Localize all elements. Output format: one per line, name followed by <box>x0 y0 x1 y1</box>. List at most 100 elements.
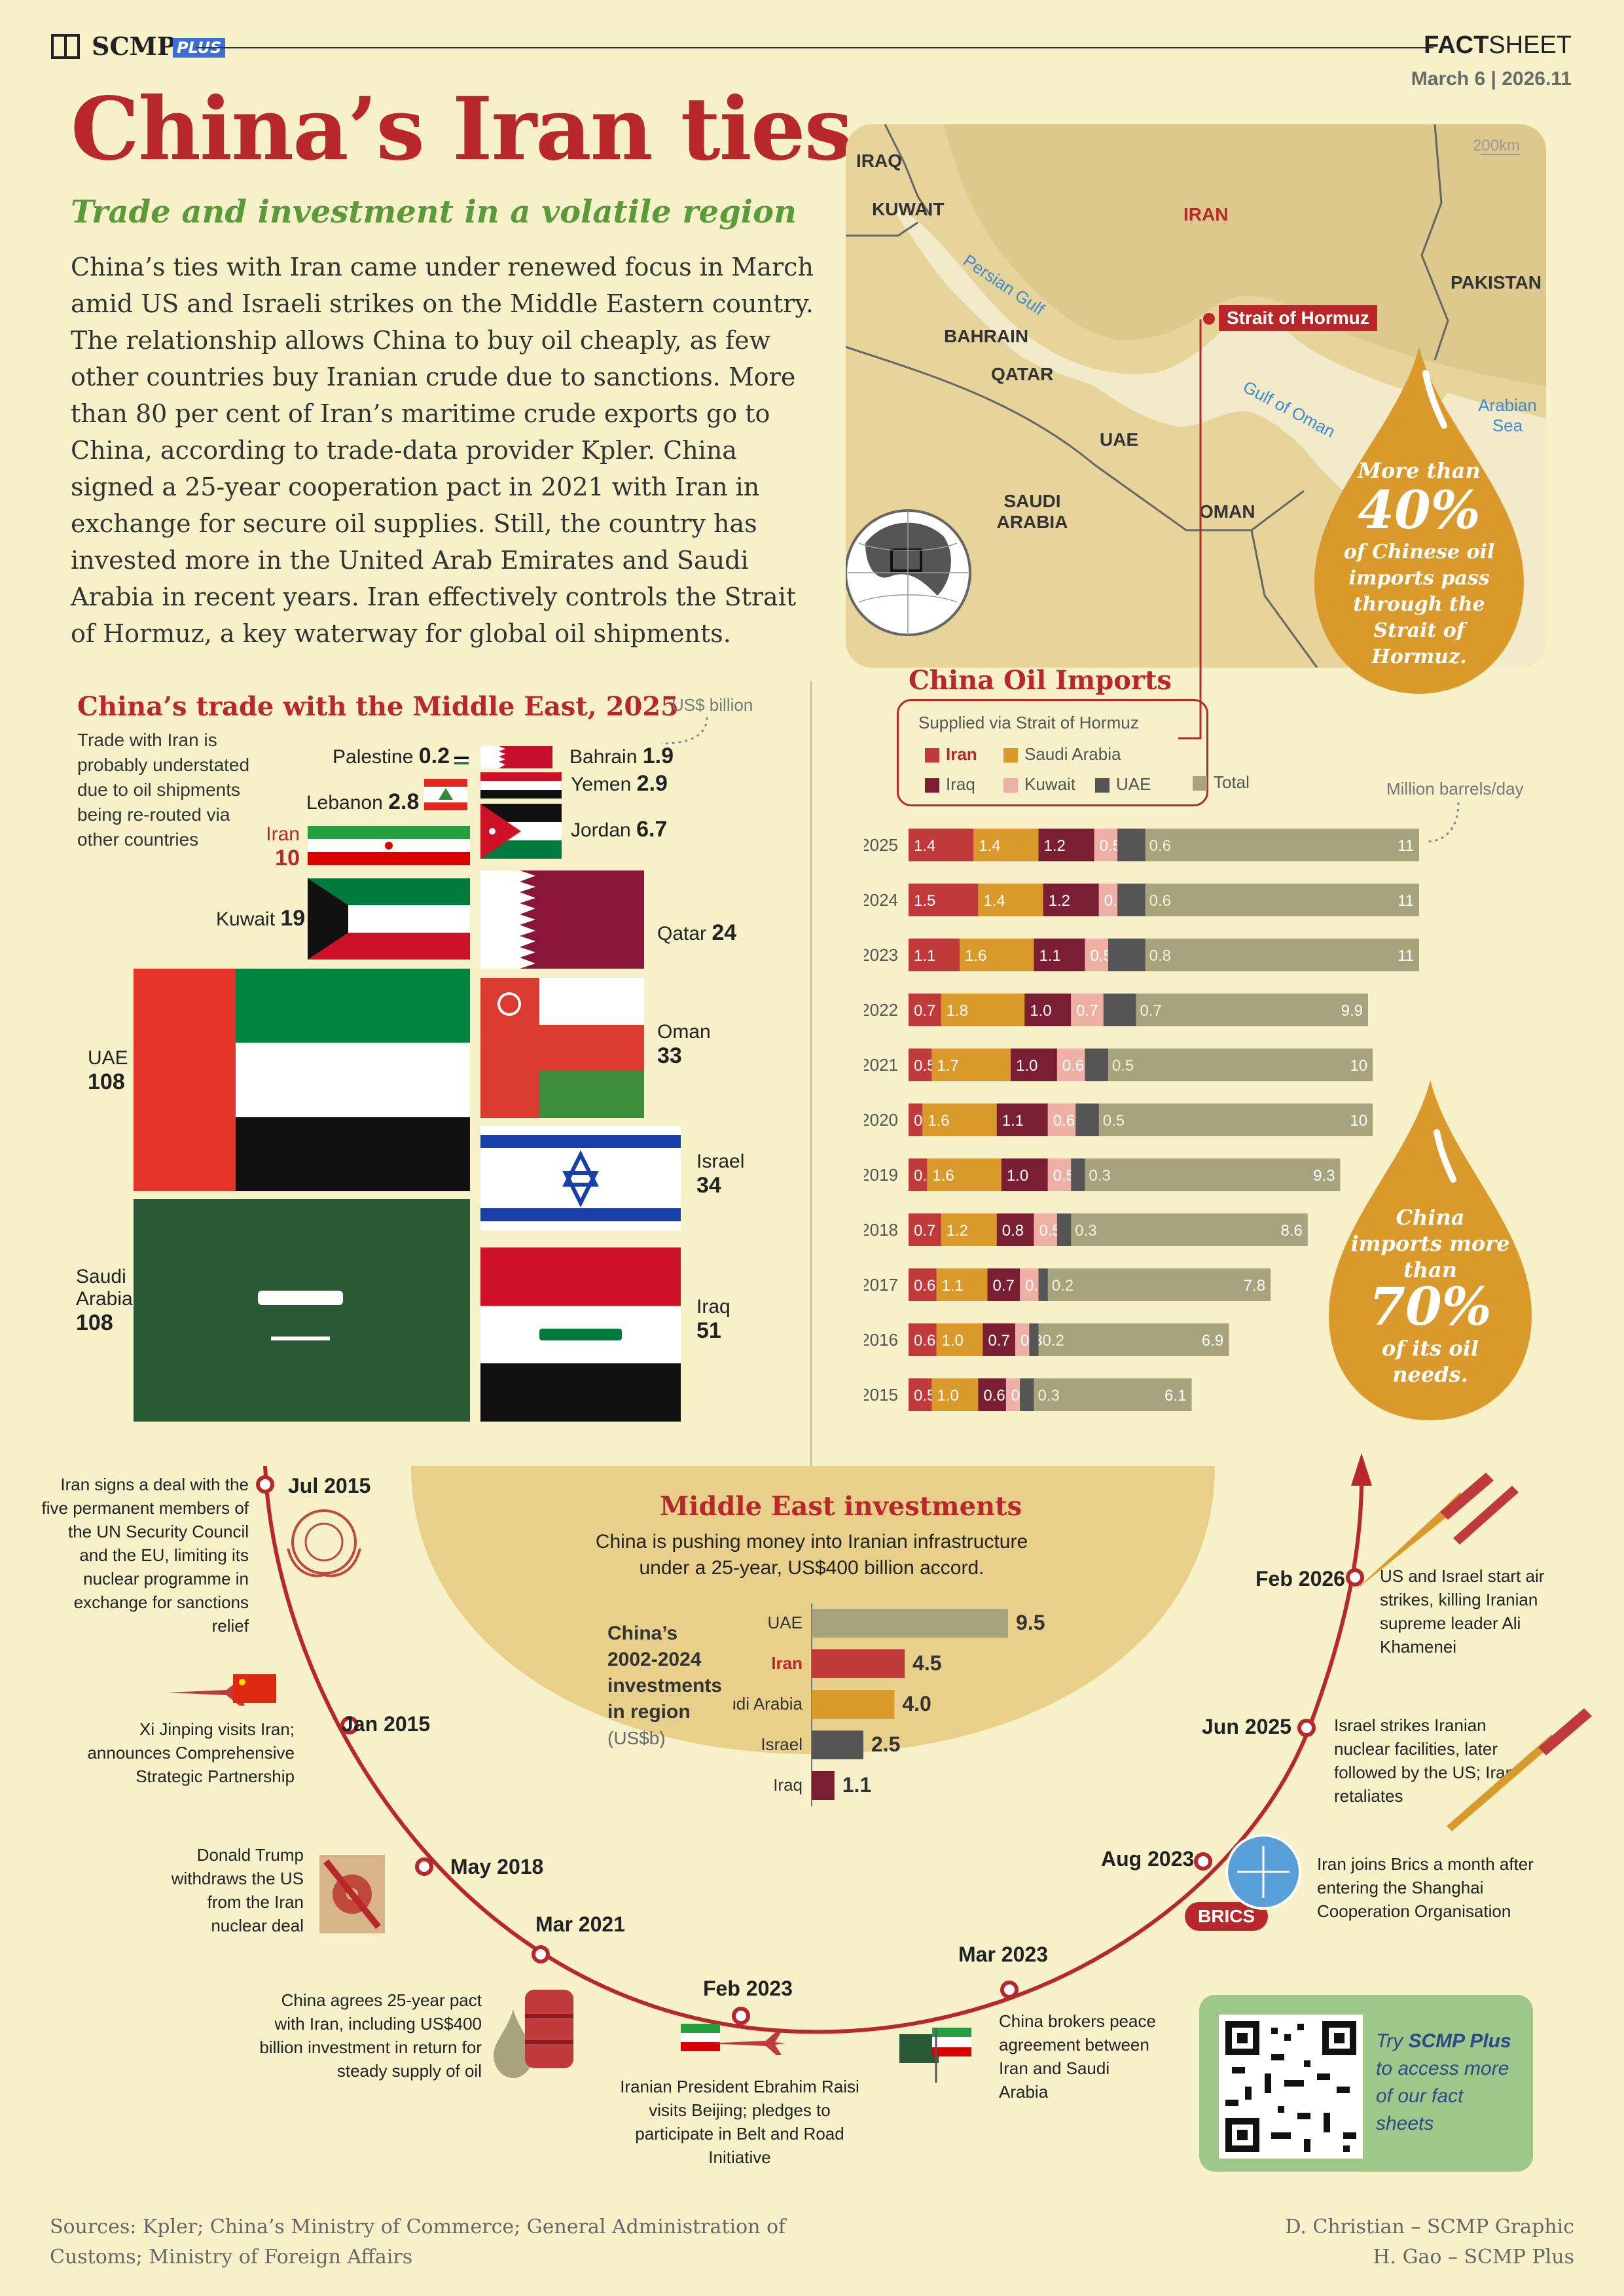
oil-bar-iran <box>909 1049 932 1081</box>
oil-value-label: 1.2 <box>1044 837 1066 855</box>
oil-value-label: 1.1 <box>914 947 935 965</box>
legend-total: Total <box>1193 772 1250 793</box>
oil-bar-saudi-arabia <box>973 829 1039 861</box>
map-label-pakistan: PAKISTAN <box>1451 272 1542 293</box>
oil-value-label: 1.8 <box>947 1002 968 1020</box>
strait-of-hormuz-tag: Strait of Hormuz <box>1219 305 1377 331</box>
oil-year-label: 2024 <box>864 890 898 910</box>
flag-palestine-icon <box>454 757 469 764</box>
oil-bar-iraq <box>1043 884 1099 916</box>
oil-unit-pointer <box>1426 802 1460 843</box>
flag-kuwait-icon <box>308 878 470 960</box>
trade-note: Trade with Iran is probably understated … <box>77 730 250 850</box>
factsheet-label: FACTSHEET <box>1424 31 1572 59</box>
map-label-oman: OMAN <box>1199 501 1255 522</box>
flag-lebanon-icon <box>424 779 467 810</box>
legend-iraq: Iraq <box>925 774 975 795</box>
oil-value-label: 0.7 <box>1140 1002 1161 1020</box>
invest-value-label: 2.5 <box>871 1732 900 1756</box>
invest-bar <box>812 1731 863 1759</box>
flag-label-palestine: Palestine 0.2 <box>333 744 450 768</box>
oil-value-label: 0.2 <box>1052 1277 1074 1295</box>
oil-total-label: 11 <box>1398 947 1414 965</box>
oil-value-label: 1.0 <box>1030 1002 1051 1020</box>
brics-badge: BRICS <box>1185 1902 1269 1931</box>
oil-total-label: 6.9 <box>1202 1332 1223 1350</box>
qr-code-icon[interactable] <box>1219 2015 1363 2159</box>
oil-bar-iran <box>909 1103 923 1136</box>
oil-bar-uae <box>1108 939 1146 971</box>
invest-value-label: 4.0 <box>902 1692 931 1715</box>
hormuz-marker-icon <box>1203 313 1215 325</box>
invest-category-label: Iraq <box>773 1775 803 1795</box>
oil-value-label: 0.3 <box>1089 1167 1110 1185</box>
oil-value-label: 0.6 <box>914 1332 935 1350</box>
flag-iraq-icon <box>480 1247 681 1422</box>
qr-promo-text: Try SCMP Plus to access more of our fact… <box>1376 2030 1511 2134</box>
oil-value-label: 0.5 <box>1112 1057 1134 1075</box>
oil-value-label: 1.4 <box>914 837 935 855</box>
drop-bottom-big: 70% <box>1369 1276 1492 1337</box>
flag-label-qatar: Qatar 24 <box>657 920 737 945</box>
oil-value-label: 0.7 <box>993 1277 1015 1295</box>
oil-bar-iraq <box>1011 1049 1057 1081</box>
oil-value-label: 0.7 <box>914 1222 935 1240</box>
map-label-kuwait: KUWAIT <box>872 199 945 219</box>
oil-value-label: 0.6 <box>1149 837 1171 855</box>
oil-bar-kuwait <box>1005 1378 1020 1411</box>
oil-bar-saudi-arabia <box>941 1213 997 1246</box>
oil-value-label: 1.0 <box>1007 1167 1028 1185</box>
oil-bar-iran <box>909 1268 937 1301</box>
oil-bar-saudi-arabia <box>936 1323 983 1356</box>
oil-bar-iran <box>909 829 974 861</box>
oil-bar-saudi-arabia <box>960 939 1034 971</box>
oil-total-label: 9.9 <box>1341 1002 1363 1020</box>
oil-bar-iran <box>909 939 960 971</box>
flag-uae-icon <box>134 969 470 1191</box>
oil-total-label: 11 <box>1398 837 1414 855</box>
oil-value-label: 1.4 <box>983 892 1005 910</box>
oil-value-label: 1.0 <box>942 1332 964 1350</box>
flag-label-saudi-arabia: Saudi Arabia 108 <box>76 1266 133 1335</box>
oil-bar-iraq <box>983 1323 1016 1356</box>
oil-value-label: 0.8 <box>1149 947 1171 965</box>
legend-saudi: Saudi Arabia <box>1003 744 1121 764</box>
oil-bar-iran <box>909 1323 937 1356</box>
oil-bar-iran <box>909 1213 941 1246</box>
qr-promo[interactable]: Try SCMP Plus to access more of our fact… <box>1199 1995 1533 2172</box>
oil-value-label: 1.4 <box>979 837 1000 855</box>
oil-bar-iran <box>909 994 941 1026</box>
oil-value-label: 1.1 <box>1039 947 1060 965</box>
oil-year-label: 2022 <box>864 1000 898 1020</box>
flag-label-iraq: Iraq 51 <box>696 1296 731 1343</box>
oil-bar-iraq <box>978 1378 1006 1411</box>
missile-icon <box>1447 1708 1592 1831</box>
oil-value-label: 0.5 <box>1103 1112 1125 1130</box>
flag-label-israel: Israel 34 <box>696 1151 745 1198</box>
flag-iran-icon <box>308 826 470 865</box>
oil-year-label: 2019 <box>864 1165 898 1185</box>
nuclear-sign-icon <box>319 1855 385 1933</box>
oil-value-label: 0.6 <box>1053 1112 1075 1130</box>
flag-label-lebanon: Lebanon 2.8 <box>306 789 420 814</box>
oil-value-label: 0.6 <box>1062 1057 1084 1075</box>
page-title: China’s Iran ties <box>71 79 853 180</box>
oil-value-label: 0.3 <box>1075 1222 1096 1240</box>
oil-year-label: 2025 <box>864 835 898 855</box>
iran-plane-icon <box>681 2024 785 2055</box>
oil-bar-uae <box>1117 884 1146 916</box>
oil-value-label: 1.6 <box>932 1167 954 1185</box>
oil-value-label: 0.7 <box>914 1002 935 1020</box>
invest-value-label: 1.1 <box>842 1773 871 1797</box>
oil-bar-iraq <box>996 1103 1048 1136</box>
drop-top-line1: More than <box>1358 458 1481 483</box>
oil-bar-iraq <box>1038 829 1094 861</box>
flag-label-oman: Oman 33 <box>657 1021 711 1068</box>
oil-bar-saudi-arabia <box>927 1158 1001 1191</box>
oil-bar-iraq <box>1024 994 1072 1026</box>
oil-bar-saudi-arabia <box>941 994 1025 1026</box>
oil-value-label: 1.7 <box>937 1057 958 1075</box>
flag-label-jordan: Jordan 6.7 <box>571 817 668 842</box>
oil-bar-uae <box>1056 1213 1072 1246</box>
header-rule <box>196 47 1434 48</box>
